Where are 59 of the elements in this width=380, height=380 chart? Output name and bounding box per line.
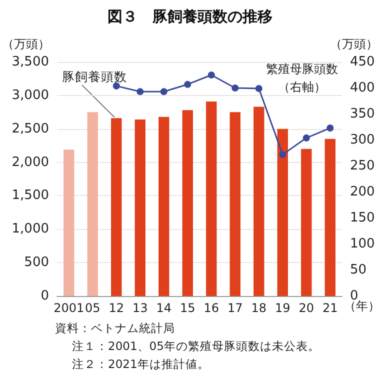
y-tick-label: 3,500 (12, 54, 49, 70)
text: 豚飼養頭数 (62, 69, 127, 84)
bar (64, 150, 74, 296)
x-tick-label: 20 (298, 301, 314, 315)
point (326, 124, 334, 132)
y2-tick-label: 350 (350, 106, 375, 122)
bar (158, 116, 170, 296)
y2-tick-label: 300 (350, 132, 375, 148)
x-tick-label: 05 (84, 301, 100, 315)
point (279, 151, 286, 158)
y-tick-label: 1,000 (12, 222, 49, 237)
x-tick-label: 13 (132, 301, 148, 315)
bar (301, 148, 312, 296)
x-tick-label: 12 (108, 301, 124, 315)
text: 注２：2021年は推計値。 (72, 357, 210, 371)
y2-tick-label: 250 (350, 158, 375, 174)
bar (254, 106, 264, 296)
bar (134, 119, 146, 296)
point (302, 134, 310, 142)
y2-axis-title: （万頭） (330, 37, 378, 51)
point (136, 88, 144, 96)
bar (87, 112, 98, 296)
x-tick-label: 16 (204, 301, 220, 315)
x-tick-label: 21 (322, 301, 338, 315)
y2-tick-label: 150 (350, 210, 375, 226)
y2-tick-label: 100 (350, 236, 375, 252)
bar (111, 118, 122, 296)
x-tick-label: 19 (274, 301, 290, 315)
x-tick-label: 17 (227, 301, 243, 315)
x-tick-label: 18 (251, 301, 267, 315)
bar (230, 112, 240, 296)
y-tick-label: 0 (40, 288, 49, 304)
point (160, 88, 168, 96)
y2-tick-label: 400 (350, 80, 375, 96)
bar (277, 128, 288, 296)
y-tick-label: 2,500 (12, 121, 49, 136)
point (208, 72, 215, 78)
x-tick-label: 15 (180, 301, 196, 315)
y-tick-label: 500 (24, 255, 49, 270)
point (184, 80, 192, 88)
point (112, 82, 120, 90)
x-tick-label: 2001 (54, 301, 84, 315)
x-tick-label: 14 (156, 301, 172, 315)
y2-tick-label: 50 (350, 262, 367, 278)
y-axis-title: （万頭） (2, 37, 50, 51)
text: 資料：ベトナム統計局 (55, 321, 175, 335)
series-label: 繁殖母豚頭数（右軸） (266, 62, 338, 94)
bar (206, 101, 217, 296)
text: 注１：2001、05年の繁殖母豚頭数は未公表。 (72, 339, 320, 353)
bar (182, 110, 193, 296)
point (255, 85, 262, 92)
y-tick-label: 3,000 (12, 88, 49, 103)
y-tick-label: 1,500 (12, 188, 49, 204)
y2-tick-label: 450 (350, 54, 375, 70)
y2-tick-label: 200 (350, 184, 375, 200)
y-tick-label: 2,000 (12, 154, 49, 170)
point (232, 84, 239, 92)
chart-title: 図３ 豚飼養頭数の推移 (108, 8, 272, 26)
bar (324, 138, 336, 296)
